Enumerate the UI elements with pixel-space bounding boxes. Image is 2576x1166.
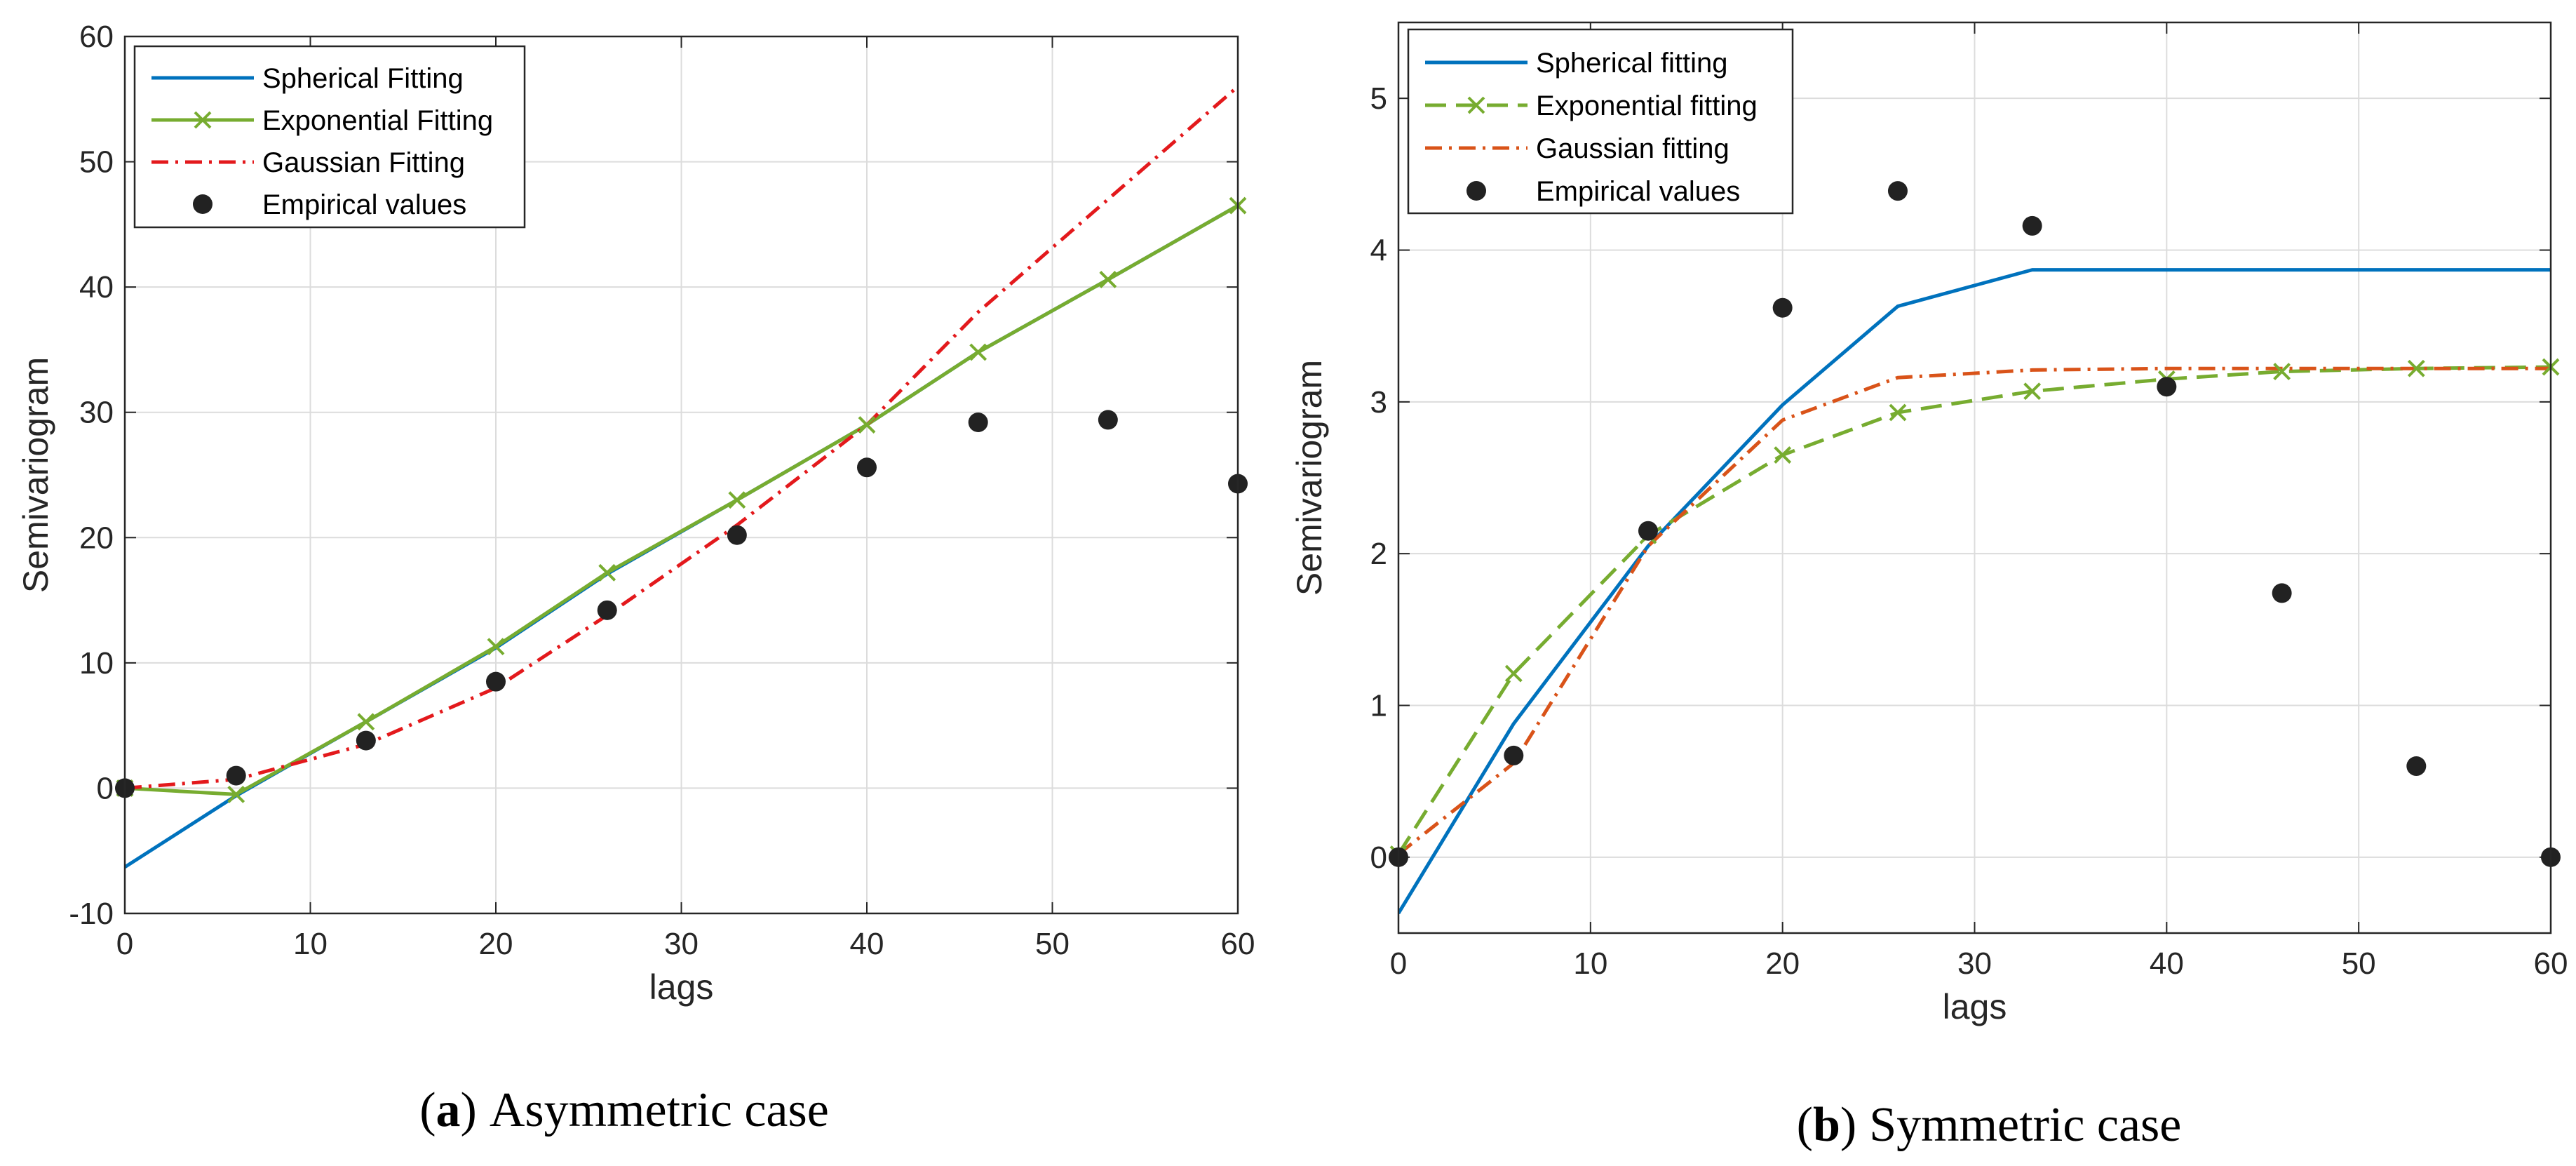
series-line-0 [1398,268,2551,915]
y-tick-label: 60 [79,20,114,54]
empirical-point [226,765,246,786]
caption-text: Symmetric case [1869,1098,2181,1152]
legend-swatch-dot [193,194,213,214]
y-tick-label: -10 [69,897,114,931]
x-tick-label: 0 [1390,946,1407,981]
legend-entry-label: Exponential Fitting [262,105,493,136]
series-x-marker [227,785,245,803]
axes-box [1397,21,2552,934]
empirical-point [1504,745,1524,765]
x-tick-label: 0 [116,927,133,961]
figure-caption: (a) Asymmetric case [419,1083,829,1137]
empirical-point [486,671,506,692]
series-group [125,85,1238,869]
legend-entry-label: Spherical fitting [1536,48,1727,79]
x-tick-label: 60 [1221,927,1255,961]
empirical-point [597,600,617,620]
x-tick-label: 50 [2342,946,2376,981]
series-group [1398,268,2551,915]
series-line-1 [1398,365,2551,855]
empirical-point [1638,521,1658,541]
empirical-point [857,457,877,478]
legend-entry-label: Gaussian Fitting [262,147,465,178]
figure-caption: (b) Symmetric case [1797,1098,2182,1152]
series-x-marker [598,563,616,582]
y-tick-label: 1 [1370,689,1387,723]
caption-close-paren: ) [1840,1098,1856,1152]
y-tick-label: 3 [1370,385,1387,420]
series-x-marker [357,713,375,731]
caption-letter: a [436,1083,461,1137]
y-tick-label: 0 [1370,840,1387,875]
series-x-marker [1099,271,1117,288]
series-line-1 [125,203,1238,796]
y-tick-label: 5 [1370,81,1387,116]
x-tick-label: 40 [2150,946,2184,981]
x-tick-label: 10 [1573,946,1607,981]
x-tick-label: 20 [479,927,513,961]
x-tick-label: 40 [850,927,884,961]
series-x-marker [858,416,876,434]
series-x-marker [1889,403,1907,422]
legend-swatch-dot [1466,181,1486,201]
y-tick-label: 0 [97,771,114,805]
series-x-marker [1774,446,1792,464]
chart-panel-b: 0 10 20 30 40 50 60 0 1 2 3 4 5 lags Semivariogram Sphe… [1290,21,2568,1152]
x-axis-title: lags [649,967,714,1007]
series-x-marker [2023,382,2042,401]
empirical-point [2157,377,2177,397]
x-tick-label: 50 [1035,927,1070,961]
x-tick-label: 60 [2534,946,2568,981]
caption-letter: b [1813,1098,1840,1152]
caption-open-paren: ( [419,1083,436,1137]
caption-text: Asymmetric case [490,1083,829,1137]
empirical-point [1098,410,1118,430]
legend-entry-label: Exponential fitting [1536,91,1758,121]
legend-entry-label: Empirical values [262,189,466,220]
legend-swatch-x-marker [1467,96,1485,114]
empirical-point [2272,583,2292,603]
series-x-marker [487,638,505,656]
x-tick-label: 30 [1957,946,1992,981]
series-x-marker [728,491,746,509]
series-x-marker [1504,664,1523,683]
y-tick-label: 30 [79,396,114,430]
series-line-2 [125,85,1238,790]
x-tick-label: 10 [293,927,328,961]
caption-open-paren: ( [1797,1098,1813,1152]
legend-entry-label: Empirical values [1536,176,1740,207]
empirical-point [968,413,988,432]
caption-close-paren: ) [461,1083,477,1137]
series-line-2 [1398,366,2551,856]
empirical-point [1887,181,1908,201]
series-x-marker [2407,359,2425,377]
empirical-point [356,730,376,751]
axes-box [123,35,1239,915]
y-tick-label: 20 [79,521,114,555]
y-tick-label: 2 [1370,537,1387,571]
x-tick-label: 30 [664,927,699,961]
empirical-point [1772,297,1793,318]
y-tick-label: 50 [79,145,114,180]
empirical-point [727,525,747,545]
legend-entry-label: Spherical Fitting [262,63,464,94]
y-tick-label: 4 [1370,234,1387,268]
series-x-marker [2273,363,2291,380]
empirical-point [2406,756,2427,777]
x-axis-title: lags [1943,987,2007,1026]
legend-swatch-x-marker [194,111,212,129]
chart-panel-a: 0 10 20 30 40 50 60-100102030405060lagsSemivar… [16,20,1255,1137]
y-axis-title: Semivariogram [16,357,55,593]
empirical-point [2022,215,2042,236]
y-tick-label: 40 [79,270,114,304]
legend-entry-label: Gaussian fitting [1536,133,1729,164]
series-x-marker [969,343,987,361]
y-tick-label: 10 [79,646,114,681]
y-axis-title: Semivariogram [1290,360,1329,596]
x-tick-label: 20 [1765,946,1800,981]
